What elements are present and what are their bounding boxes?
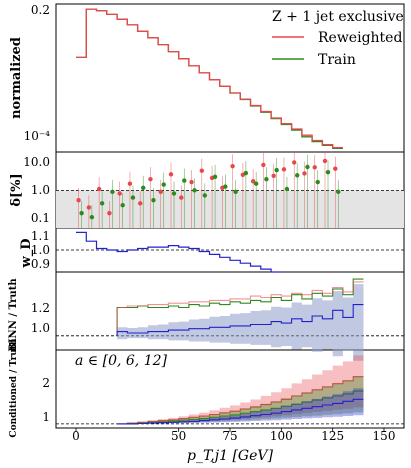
- delta-point-train: [130, 195, 136, 200]
- main-panel-frame: [55, 3, 405, 153]
- delta-point-train: [161, 182, 166, 187]
- binn-ylabel: BINN / Truth: [8, 278, 19, 352]
- cond-ytick-1: 1: [42, 410, 50, 424]
- delta-point-reweighted: [333, 166, 338, 171]
- delta-point-train: [99, 201, 105, 206]
- delta-point-train: [253, 181, 259, 186]
- delta-point-reweighted: [230, 164, 235, 169]
- x-tick-label: 125: [321, 429, 344, 443]
- ratio-ytick-2: 0.9: [31, 257, 50, 271]
- main-series-reweighted: [76, 8, 343, 149]
- delta-point-train: [192, 188, 197, 193]
- delta-point-reweighted: [281, 167, 287, 172]
- x-tick-label: 150: [373, 429, 396, 443]
- delta-point-reweighted: [189, 179, 194, 185]
- binn-series-binn: [116, 304, 364, 336]
- delta-point-reweighted: [271, 173, 276, 178]
- main-ytick-top: 0.2: [31, 3, 50, 17]
- binn-series-reweighted: [116, 281, 364, 336]
- delta-point-train: [315, 179, 320, 185]
- delta-shaded-band: [56, 190, 404, 228]
- cond-ytick-0: 2: [42, 376, 50, 390]
- ratio-ylabel: w_D: [19, 239, 34, 269]
- x-tick-label: 50: [171, 429, 186, 443]
- delta-ylabel: δ[%]: [9, 173, 24, 206]
- delta-point-train: [202, 193, 208, 198]
- x-tick-label: 0: [72, 429, 80, 443]
- delta-point-reweighted: [322, 158, 328, 164]
- binn-series-train: [116, 278, 364, 336]
- legend-title: Z + 1 jet exclusive: [272, 9, 404, 25]
- delta-ytick-1: 1.0: [31, 183, 50, 197]
- delta-point-train: [110, 189, 115, 195]
- delta-point-reweighted: [117, 191, 122, 196]
- delta-point-train: [151, 197, 156, 203]
- condition-annotation: a ∈ [0, 6, 12]: [75, 353, 168, 369]
- delta-point-train: [295, 173, 300, 178]
- delta-point-train: [274, 167, 279, 173]
- binn-ytick-1: 1.0: [31, 321, 50, 335]
- delta-point-reweighted: [96, 186, 102, 192]
- binn-ytick-0: 1.2: [31, 301, 50, 315]
- delta-point-train: [79, 210, 84, 216]
- ratio-ytick-0: 1.1: [31, 229, 50, 243]
- delta-point-train: [325, 170, 331, 175]
- delta-point-reweighted: [158, 189, 163, 195]
- cond-series-reweighted: [117, 376, 364, 425]
- delta-point-train: [243, 170, 249, 176]
- delta-ytick-2: 0.1: [31, 211, 50, 225]
- cond-band-truth: [117, 388, 364, 424]
- x-axis-label: p_T,j1 [GeV]: [187, 448, 273, 464]
- delta-point-reweighted: [261, 162, 266, 168]
- delta-point-reweighted: [250, 179, 256, 184]
- delta-point-train: [305, 164, 310, 170]
- main-ylabel: normalized: [9, 37, 24, 119]
- delta-point-train: [120, 203, 125, 208]
- cond-series-truth: [117, 398, 364, 425]
- delta-ytick-0: 10.0: [23, 155, 50, 169]
- ratio-series-wd: [76, 231, 282, 273]
- x-tick-label: 100: [270, 429, 293, 443]
- cond-band-reweighted: [117, 355, 364, 424]
- delta-point-reweighted: [148, 176, 153, 182]
- delta-point-reweighted: [168, 172, 174, 177]
- delta-point-reweighted: [302, 171, 307, 176]
- ratio-ytick-1: 1.0: [31, 243, 50, 257]
- delta-point-reweighted: [138, 201, 143, 206]
- delta-point-train: [264, 176, 269, 182]
- delta-point-train: [89, 215, 95, 220]
- binn-uncertainty-band: [117, 284, 364, 361]
- legend-reweighted-label: Reweighted: [318, 30, 402, 46]
- delta-point-train: [182, 178, 187, 183]
- legend-train-label: Train: [318, 52, 356, 68]
- delta-point-train: [284, 186, 290, 192]
- delta-point-train: [141, 185, 146, 190]
- main-ytick-bottom: 10⁻⁴: [24, 129, 51, 143]
- cond-series-train: [117, 390, 364, 425]
- delta-point-reweighted: [312, 165, 317, 170]
- delta-point-reweighted: [199, 168, 205, 173]
- delta-point-reweighted: [86, 205, 92, 210]
- cond-band-train: [117, 376, 364, 424]
- delta-point-train: [233, 189, 238, 195]
- delta-point-reweighted: [107, 210, 112, 216]
- delta-point-reweighted: [292, 160, 297, 165]
- delta-point-train: [171, 191, 177, 196]
- delta-point-reweighted: [76, 197, 81, 203]
- delta-point-reweighted: [127, 181, 133, 186]
- delta-point-train: [336, 189, 341, 195]
- cond-ylabel: Conditioned / Truth: [9, 338, 19, 438]
- delta-point-reweighted: [179, 195, 184, 200]
- delta-point-train: [223, 184, 228, 189]
- delta-point-train: [212, 174, 218, 180]
- x-tick-label: 75: [222, 429, 237, 443]
